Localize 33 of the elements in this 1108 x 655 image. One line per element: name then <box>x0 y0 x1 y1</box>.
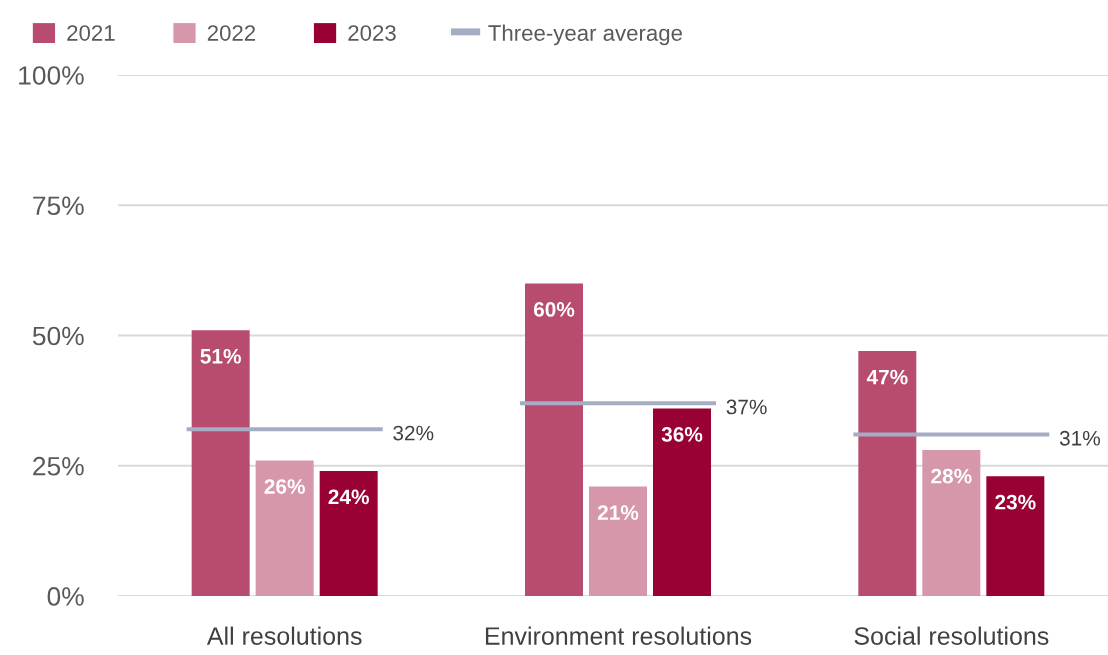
y-tick-label: 25% <box>33 456 84 476</box>
data-label: 24% <box>328 489 369 505</box>
x-tick-label: All resolutions <box>206 626 362 645</box>
ref-line-label: 37% <box>726 399 767 415</box>
data-label: 26% <box>264 479 305 494</box>
data-label: 51% <box>200 348 241 364</box>
bar <box>922 450 981 596</box>
bar <box>858 351 917 596</box>
x-tick-label: Social resolutions <box>854 626 1049 645</box>
data-label: 28% <box>931 468 972 484</box>
data-label: 23% <box>995 494 1036 510</box>
data-label: 60% <box>533 302 575 317</box>
legend-label: 2022 <box>207 25 256 41</box>
bar <box>255 460 314 596</box>
bar <box>319 470 378 596</box>
bar <box>191 330 250 596</box>
bar <box>525 283 583 596</box>
data-label: 47% <box>866 369 908 385</box>
bar <box>589 486 647 596</box>
y-tick-label: 75% <box>33 196 84 216</box>
text: Three-year average <box>488 24 682 46</box>
y-tick-label: 50% <box>32 326 84 346</box>
data-label: 36% <box>661 427 703 442</box>
y-tick-label: 0% <box>47 587 84 606</box>
ref-line-label: 31% <box>1059 430 1101 446</box>
y-tick-label: 100% <box>19 66 84 85</box>
bar <box>653 408 711 596</box>
legend-label: 2021 <box>67 25 115 41</box>
legend-label: 2023 <box>348 25 396 41</box>
ref-line-label: 32% <box>393 425 434 441</box>
x-tick-label: Environment resolutions <box>485 626 752 645</box>
data-label: 21% <box>597 505 639 520</box>
bar <box>986 476 1045 596</box>
